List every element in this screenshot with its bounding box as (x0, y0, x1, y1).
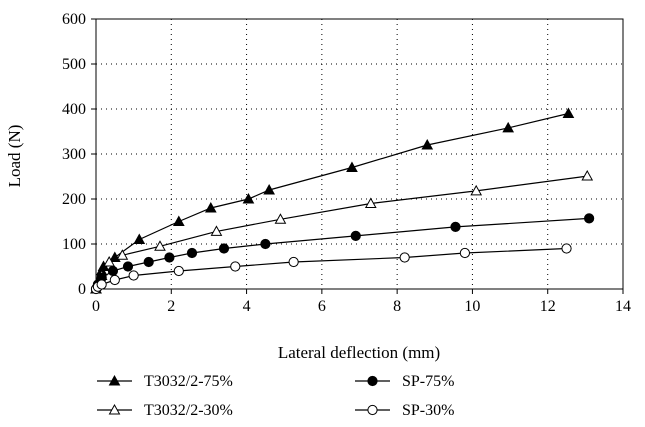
data-point (173, 265, 184, 277)
data-point (218, 243, 230, 254)
data-point (103, 255, 116, 267)
data-point (459, 247, 470, 259)
series-4 (90, 243, 572, 295)
data-point (154, 240, 166, 251)
plot-frame (95, 18, 624, 290)
data-point (109, 274, 120, 286)
y-tick-label: 600 (62, 11, 86, 28)
x-tick-label: 4 (243, 298, 251, 315)
legend-label: SP-30% (402, 402, 454, 419)
data-point (470, 184, 483, 196)
data-point (116, 249, 129, 260)
y-tick-label: 100 (62, 236, 86, 253)
x-tick-label: 6 (318, 298, 326, 315)
x-tick-label: 8 (393, 298, 401, 315)
legend-label: SP-75% (402, 373, 454, 390)
legend-marker (108, 403, 121, 415)
data-point (242, 192, 255, 204)
data-point (172, 215, 185, 226)
data-point (562, 107, 575, 118)
data-point (263, 183, 276, 195)
x-tick-label: 2 (167, 298, 175, 315)
y-tick-label: 0 (78, 281, 86, 298)
y-tick-label: 400 (62, 101, 86, 118)
y-axis-label: Load (N) (5, 125, 24, 188)
data-point (230, 261, 241, 272)
data-point (96, 279, 107, 290)
data-point (122, 261, 134, 272)
data-point (502, 121, 515, 133)
data-point (561, 243, 572, 254)
series-3 (90, 213, 595, 295)
series-line (95, 112, 569, 290)
data-point (346, 161, 358, 172)
data-point (164, 252, 175, 263)
data-point (584, 213, 595, 224)
data-point (364, 197, 377, 208)
legend-marker (108, 374, 121, 386)
data-point (421, 138, 434, 150)
legend: T3032/2-75% T3032/2-30% SP-75% SP-30% (97, 373, 454, 419)
series-1 (90, 107, 575, 294)
grid (96, 19, 623, 289)
data-point (581, 170, 594, 181)
data-point (143, 256, 154, 268)
legend-label: T3032/2-30% (144, 402, 233, 419)
x-tick-label: 12 (540, 298, 556, 315)
legend-item-2: T3032/2-30% (97, 402, 233, 419)
data-point (274, 213, 287, 224)
y-tick-label: 200 (62, 191, 86, 208)
axes: 0 2 4 6 8 10 12 14 0 100 200 300 400 500 600 (62, 11, 631, 315)
y-tick-label: 300 (62, 146, 86, 163)
legend-item-1: T3032/2-75% (97, 373, 233, 390)
series-2 (90, 170, 594, 294)
y-tick-label: 500 (62, 56, 86, 73)
data-point (210, 225, 223, 236)
x-tick-label: 0 (92, 298, 100, 315)
x-tick-label: 10 (464, 298, 480, 315)
data-point (128, 270, 139, 281)
legend-label: T3032/2-75% (144, 373, 233, 390)
series (90, 107, 595, 295)
data-point (133, 233, 146, 244)
x-axis-label: Lateral deflection (mm) (278, 343, 440, 362)
legend-item-3: SP-75% (355, 373, 454, 390)
data-point (260, 238, 271, 250)
x-tick-label: 14 (615, 298, 631, 315)
data-point (107, 265, 119, 277)
data-point (399, 252, 410, 263)
data-point (350, 230, 361, 241)
data-point (450, 221, 461, 232)
legend-marker (367, 404, 378, 416)
legend-item-4: SP-30% (355, 402, 454, 419)
legend-marker (367, 375, 378, 387)
data-point (288, 256, 299, 268)
data-point (186, 247, 198, 259)
data-point (204, 201, 217, 213)
